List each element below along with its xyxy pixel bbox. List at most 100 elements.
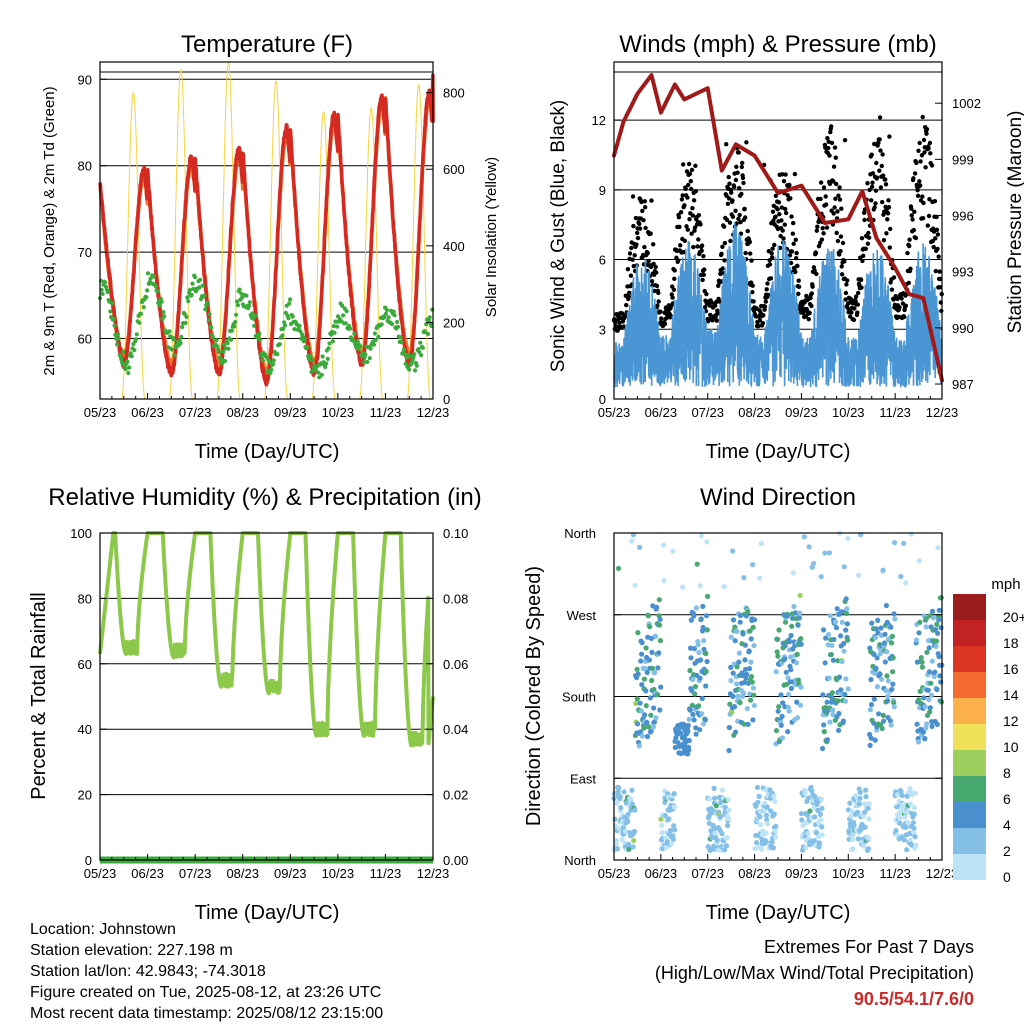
direction-point	[637, 544, 643, 551]
direction-point	[632, 807, 638, 813]
y2-tick-label: 0.04	[443, 722, 468, 737]
direction-point	[625, 811, 631, 817]
direction-point	[704, 658, 710, 665]
direction-point	[730, 548, 736, 554]
gust-point	[933, 268, 938, 274]
gust-point	[770, 246, 775, 251]
direction-point	[788, 654, 794, 660]
y-tick-label: West	[567, 608, 597, 623]
direction-point	[691, 646, 698, 652]
direction-point	[929, 723, 935, 730]
temperature-xlabel: Time (Day/UTC)	[195, 441, 340, 463]
direction-point	[798, 684, 804, 690]
direction-point	[688, 617, 694, 623]
direction-point	[639, 651, 645, 657]
gust-point	[791, 241, 796, 246]
gust-point	[722, 258, 727, 263]
gust-point	[700, 277, 705, 283]
dewpoint-point	[363, 352, 368, 357]
x-tick-label: 08/23	[226, 866, 259, 881]
station-info: Location: Johnstown Station elevation: 2…	[30, 919, 383, 1024]
gust-point	[728, 238, 733, 244]
colorbar-swatch	[953, 802, 986, 828]
direction-point	[908, 531, 914, 537]
direction-point	[927, 709, 933, 715]
gust-point	[642, 244, 647, 250]
direction-point	[788, 685, 795, 692]
dewpoint-point	[234, 299, 240, 304]
dewpoint-point	[288, 297, 293, 302]
dewpoint-point	[198, 277, 203, 282]
direction-point	[845, 535, 851, 542]
gust-point	[837, 197, 843, 202]
direction-point	[728, 664, 734, 671]
gust-point	[715, 311, 720, 316]
direction-point	[904, 847, 910, 853]
dewpoint-point	[184, 314, 189, 320]
gust-point	[692, 225, 698, 230]
gust-point	[879, 163, 884, 169]
colorbar-swatch	[953, 750, 986, 776]
direction-point	[732, 624, 738, 630]
direction-point	[772, 828, 778, 834]
dewpoint-point	[115, 342, 120, 347]
gust-point	[872, 205, 877, 210]
direction-point	[836, 674, 843, 680]
dewpoint-point	[121, 349, 126, 354]
y-tick-label: 0	[599, 392, 606, 407]
dewpoint-point	[197, 285, 202, 290]
direction-point	[747, 628, 753, 634]
dewpoint-point	[144, 295, 149, 300]
direction-point	[820, 627, 827, 633]
direction-point	[889, 686, 895, 692]
direction-point	[699, 695, 705, 702]
direction-point	[878, 625, 884, 631]
gust-point	[855, 302, 860, 307]
direction-point	[880, 567, 886, 573]
direction-point	[891, 611, 897, 617]
direction-point	[693, 725, 699, 731]
dewpoint-point	[419, 353, 424, 358]
direction-point	[630, 844, 636, 850]
humidity-panel: Relative Humidity (%) & Precipitation (i…	[28, 484, 482, 924]
gust-point	[619, 311, 625, 316]
direction-point	[742, 657, 748, 663]
direction-point	[639, 733, 646, 739]
gust-point	[794, 250, 799, 256]
direction-point	[841, 564, 847, 570]
direction-point	[848, 813, 854, 819]
direction-point	[776, 704, 782, 710]
gust-point	[671, 287, 677, 292]
y2-tick-label: 0.06	[443, 657, 468, 672]
colorbar-level-label: 4	[1003, 817, 1011, 833]
gust-point	[835, 209, 840, 214]
gust-point	[789, 214, 794, 219]
gust-point	[722, 240, 728, 246]
direction-point	[779, 713, 785, 719]
direction-point	[622, 828, 629, 834]
dewpoint-point	[407, 367, 412, 372]
gust-point	[743, 215, 748, 220]
direction-point	[650, 724, 657, 730]
direction-point	[871, 651, 877, 658]
dewpoint-point	[186, 299, 191, 304]
gust-point	[702, 305, 708, 310]
gust-point	[773, 214, 778, 219]
gust-point	[789, 249, 795, 254]
x-tick-label: 08/23	[226, 405, 259, 420]
gust-point	[863, 246, 868, 251]
dewpoint-point	[257, 331, 262, 336]
dewpoint-point	[235, 303, 240, 308]
dewpoint-point	[267, 359, 272, 364]
gust-point	[928, 151, 933, 156]
direction-point	[698, 616, 704, 622]
x-tick-label: 11/23	[370, 405, 402, 420]
gust-point	[862, 217, 867, 223]
direction-point	[719, 831, 725, 837]
direction-point	[802, 790, 808, 796]
x-tick-label: 08/23	[738, 405, 771, 420]
winds-xlabel: Time (Day/UTC)	[706, 441, 851, 463]
direction-point	[850, 831, 856, 838]
gust-point	[869, 184, 875, 189]
direction-point	[732, 638, 738, 644]
